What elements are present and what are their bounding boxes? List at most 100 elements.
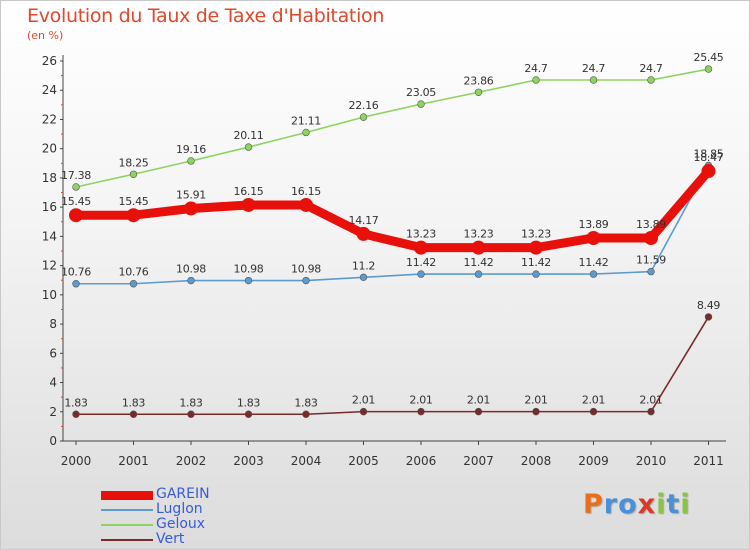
y-tick-label: 10 — [42, 288, 57, 302]
data-point-geloux — [532, 76, 540, 84]
data-point-luglon — [244, 276, 253, 285]
data-label-geloux: 19.16 — [176, 143, 206, 156]
y-tick-label: 18 — [42, 171, 57, 185]
data-label-vert: 2.01 — [409, 394, 432, 407]
data-label-geloux: 18.25 — [119, 156, 149, 169]
data-label-luglon: 11.42 — [406, 256, 436, 269]
data-label-geloux: 21.11 — [291, 114, 321, 127]
data-label-vert: 2.01 — [352, 394, 375, 407]
data-label-geloux: 22.16 — [349, 99, 379, 112]
y-tick-label: 4 — [49, 376, 57, 390]
data-label-garein: 14.17 — [349, 214, 379, 227]
data-label-luglon: 10.98 — [176, 263, 206, 276]
data-label-garein: 13.89 — [579, 218, 609, 231]
series-line-geloux — [75, 68, 710, 188]
data-label-geloux: 24.7 — [582, 62, 606, 75]
logo-letter: i — [656, 489, 667, 520]
data-point-garein — [586, 230, 601, 245]
logo-letter: P — [583, 489, 604, 520]
data-point-garein — [241, 197, 256, 212]
data-label-garein: 18.47 — [694, 151, 724, 164]
x-tick-label: 2005 — [348, 454, 379, 468]
legend-label: Geloux — [156, 516, 206, 532]
data-point-vert — [72, 410, 80, 418]
x-tick-label: 2003 — [233, 454, 264, 468]
proxiti-logo: Proxiti — [583, 489, 691, 520]
data-label-luglon: 11.42 — [521, 256, 551, 269]
data-label-garein: 16.15 — [234, 185, 264, 198]
y-tick-label: 8 — [49, 317, 57, 331]
data-label-garein: 15.45 — [61, 195, 91, 208]
legend-label: Vert — [156, 531, 185, 547]
data-point-luglon — [417, 270, 425, 278]
legend-swatch — [101, 524, 153, 526]
x-tick-label: 2008 — [521, 454, 552, 468]
legend-swatch — [101, 509, 153, 511]
x-tick-label: 2009 — [578, 454, 609, 468]
logo-letter: x — [637, 489, 657, 520]
data-point-garein — [701, 164, 716, 179]
data-label-geloux: 23.05 — [406, 86, 436, 99]
y-tick-label: 0 — [49, 434, 57, 448]
y-tick-label: 26 — [42, 54, 57, 68]
data-point-garein — [126, 208, 141, 223]
y-tick-label: 2 — [49, 405, 57, 419]
data-label-vert: 1.83 — [237, 396, 261, 409]
data-label-vert: 8.49 — [697, 299, 721, 312]
data-label-geloux: 23.86 — [464, 74, 494, 87]
data-label-vert: 2.01 — [639, 394, 662, 407]
x-tick-label: 2007 — [463, 454, 494, 468]
y-tick-label: 24 — [42, 83, 57, 97]
data-point-geloux — [187, 157, 195, 165]
series-line-vert — [75, 316, 710, 416]
data-label-luglon: 11.42 — [464, 256, 494, 269]
data-point-garein — [471, 240, 486, 255]
data-point-luglon — [129, 280, 138, 288]
data-label-geloux: 24.7 — [524, 62, 548, 75]
data-label-vert: 2.01 — [524, 394, 547, 407]
data-label-vert: 1.83 — [179, 396, 203, 409]
logo-letter: r — [603, 489, 619, 520]
data-point-geloux — [704, 65, 713, 73]
y-tick-label: 22 — [42, 112, 57, 126]
data-point-luglon — [359, 273, 368, 282]
y-tick-label: 6 — [49, 346, 57, 360]
x-tick-label: 2002 — [176, 454, 207, 468]
data-label-geloux: 20.11 — [234, 129, 264, 142]
logo-letter: o — [618, 489, 638, 520]
data-label-vert: 2.01 — [582, 394, 605, 407]
x-tick-label: 2010 — [636, 454, 667, 468]
y-tick-label: 12 — [42, 259, 57, 273]
data-label-garein: 13.23 — [464, 228, 494, 241]
data-point-geloux — [589, 76, 598, 84]
data-point-luglon — [302, 276, 310, 285]
data-point-garein — [69, 208, 83, 223]
data-point-vert — [244, 410, 253, 418]
data-point-luglon — [647, 267, 655, 276]
data-point-geloux — [302, 128, 310, 137]
data-point-geloux — [647, 76, 655, 84]
x-tick-label: 2011 — [693, 454, 724, 468]
data-label-garein: 13.23 — [406, 228, 436, 241]
x-tick-label: 2004 — [291, 454, 322, 468]
y-tick-label: 14 — [42, 229, 57, 243]
data-point-vert — [129, 410, 138, 418]
legend-swatch — [101, 491, 153, 500]
data-label-garein: 15.91 — [176, 188, 206, 201]
data-label-luglon: 18.85 — [694, 148, 724, 161]
data-point-garein — [529, 240, 543, 255]
data-label-luglon: 10.76 — [61, 266, 91, 279]
data-point-luglon — [72, 280, 80, 288]
legend-swatch — [101, 539, 153, 541]
data-point-vert — [532, 407, 540, 416]
data-label-garein: 13.89 — [636, 218, 666, 231]
data-point-vert — [359, 407, 368, 416]
data-point-garein — [414, 240, 428, 255]
data-point-geloux — [474, 88, 483, 96]
x-tick-label: 2006 — [406, 454, 437, 468]
data-label-vert: 1.83 — [122, 396, 146, 409]
data-point-garein — [184, 201, 198, 216]
data-point-garein — [356, 226, 371, 241]
